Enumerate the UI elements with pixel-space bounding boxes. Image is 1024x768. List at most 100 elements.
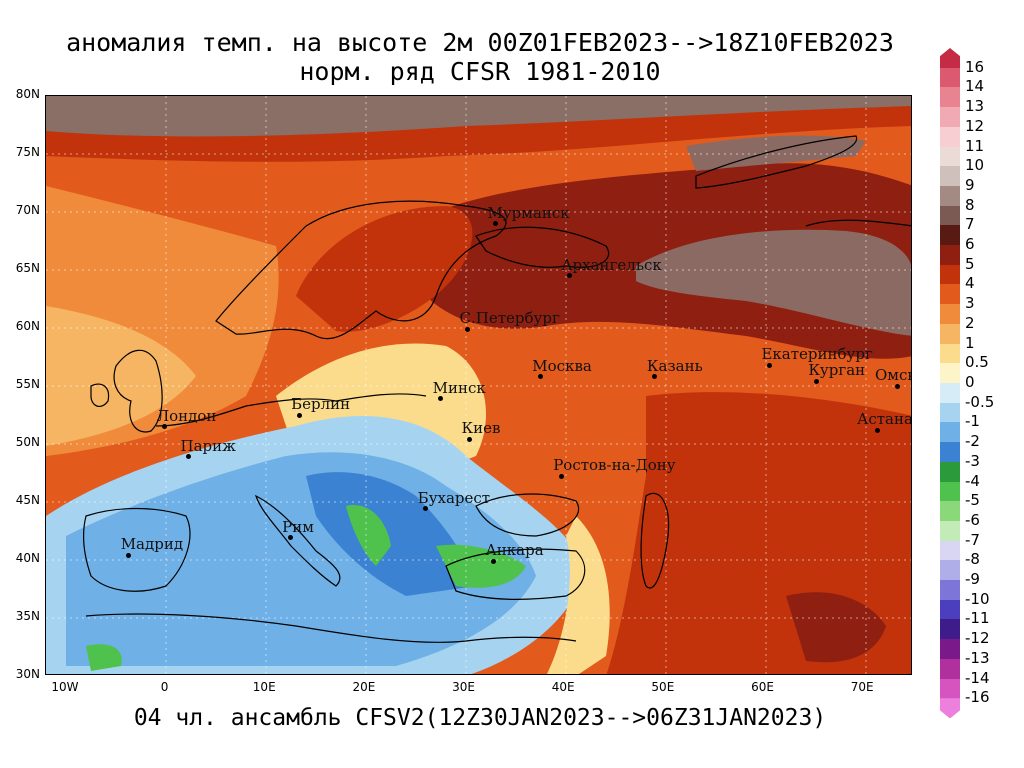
graticule [46, 96, 911, 674]
colorbar-swatch [940, 284, 960, 305]
atlantic-light-orange [46, 306, 196, 446]
colorbar-tick-label: 13 [965, 97, 985, 116]
colorbar-tick-label: 10 [965, 156, 985, 175]
arctic-cold-area [46, 96, 911, 137]
colorbar-swatch [940, 107, 960, 128]
city-marker [423, 506, 429, 512]
map-title-line2: норм. ряд CFSR 1981-2010 [299, 57, 661, 86]
longitude-tick-label: 10E [252, 680, 276, 694]
city-label: Берлин [291, 395, 351, 413]
city-marker [537, 374, 543, 380]
scandinavia-red [296, 206, 473, 332]
latitude-tick-label: 55N [15, 377, 40, 391]
city-label: Ростов-на-Дону [553, 456, 676, 475]
latitude-tick-label: 50N [15, 435, 40, 449]
colorbar-tick-label: -3 [965, 451, 980, 470]
colorbar-tick-label: -4 [965, 471, 980, 490]
colorbar-tick-label: -8 [965, 550, 980, 569]
colorbar-tick-label: -13 [965, 648, 990, 667]
city-marker [162, 424, 168, 430]
colorbar-swatch [940, 678, 960, 699]
latitude-tick-label: 80N [15, 87, 40, 101]
colorbar-swatch [940, 363, 960, 384]
city-marker [558, 473, 564, 479]
map-title-line1: аномалия темп. на высоте 2м 00Z01FEB2023… [66, 28, 894, 57]
city-label: Мурманск [487, 203, 570, 222]
colorbar-swatch [940, 461, 960, 483]
morocco-green [86, 644, 122, 671]
colorbar-swatch [940, 402, 960, 423]
city-marker [296, 412, 302, 418]
longitude-tick-label: 60E [751, 680, 774, 694]
colorbar-tick-label: 8 [965, 195, 975, 214]
colorbar-tick-label: -11 [965, 609, 990, 628]
colorbar-swatch [940, 639, 960, 660]
colorbar-tick-label: 16 [965, 57, 985, 76]
city-label: Лондон [156, 406, 217, 425]
central-asia-deep-red [786, 592, 886, 663]
city-label: Мадрид [120, 535, 184, 554]
city-marker [566, 273, 572, 279]
longitude-tick-label: 70E [850, 680, 874, 694]
colorbar-tick-label: 0.5 [965, 353, 989, 372]
colorbar-tick-label: 0 [965, 373, 975, 391]
colorbar-tick-label: -0.5 [965, 392, 995, 411]
city-label: Минск [432, 378, 486, 397]
arctic-red-band [46, 106, 911, 162]
coastlines [82, 135, 911, 643]
colorbar-swatch [940, 343, 960, 364]
balkans-mid-blue [306, 472, 476, 596]
colorbar-tick-label: -16 [965, 688, 990, 707]
latitude-tick-label: 75N [15, 145, 40, 159]
adriatic-green [346, 505, 391, 566]
ensemble-footer: 04 чл. ансамбль CFSV2(12Z30JAN2023-->06Z… [133, 705, 827, 731]
extreme-warm-novaya-zemlya [686, 135, 866, 171]
city-label: Архангельск [561, 255, 662, 274]
colorbar-swatch [940, 245, 960, 266]
colorbar-swatch [940, 619, 960, 640]
colorbar-swatch [940, 264, 960, 285]
temperature-anomaly-map: Мурманск Архангельск С.Петербург Москва Каза… [45, 95, 912, 675]
colorbar-tick-label: 9 [965, 175, 975, 194]
colorbar-tick-label: -14 [965, 668, 990, 687]
city-label: Курган [808, 361, 866, 380]
city-label: Рим [282, 517, 314, 536]
longitude-tick-label: 0 [160, 680, 169, 694]
latitude-tick-label: 40N [15, 551, 40, 565]
anomaly-field [46, 96, 911, 674]
colorbar-swatch [940, 580, 960, 601]
latitude-tick-label: 45N [15, 493, 40, 507]
colorbar-swatch [940, 599, 960, 620]
colorbar-tick-label: 14 [965, 77, 985, 96]
city-marker [492, 221, 498, 227]
longitude-tick-label: 40E [551, 680, 575, 694]
colorbar-tick-label: 6 [965, 235, 975, 254]
city-marker [186, 454, 191, 460]
longitude-tick-label: 20E [352, 680, 376, 694]
colorbar-swatch [940, 126, 960, 148]
latitude-tick-label: 30N [15, 667, 40, 681]
colorbar-swatch [940, 481, 960, 502]
colorbar-swatch [940, 48, 960, 69]
latitude-tick-label: 60N [15, 319, 40, 333]
colorbar-swatch [940, 166, 960, 187]
colorbar-tick-label: -12 [965, 629, 990, 648]
latitude-tick-label: 70N [15, 203, 40, 217]
colorbar-swatch [940, 225, 960, 246]
city-label: Москва [532, 356, 592, 375]
colorbar-tick-label: 7 [965, 215, 975, 234]
colorbar-swatch [940, 67, 960, 88]
middle-east-pale [546, 516, 610, 674]
city-label: Анкара [485, 541, 544, 560]
city-label: Екатеринбург [761, 345, 873, 364]
colorbar-tick-label: -6 [965, 510, 980, 529]
city-label: С.Петербург [459, 309, 560, 328]
city-label: Омск [875, 366, 911, 384]
colorbar-swatch [940, 383, 960, 404]
colorbar-tick-label: -1 [965, 412, 980, 431]
city-label: Астана [857, 410, 912, 429]
colorbar-tick-label: 2 [965, 313, 975, 332]
colorbar-swatch [940, 560, 960, 581]
city-marker [894, 383, 900, 389]
city-marker [766, 362, 772, 368]
